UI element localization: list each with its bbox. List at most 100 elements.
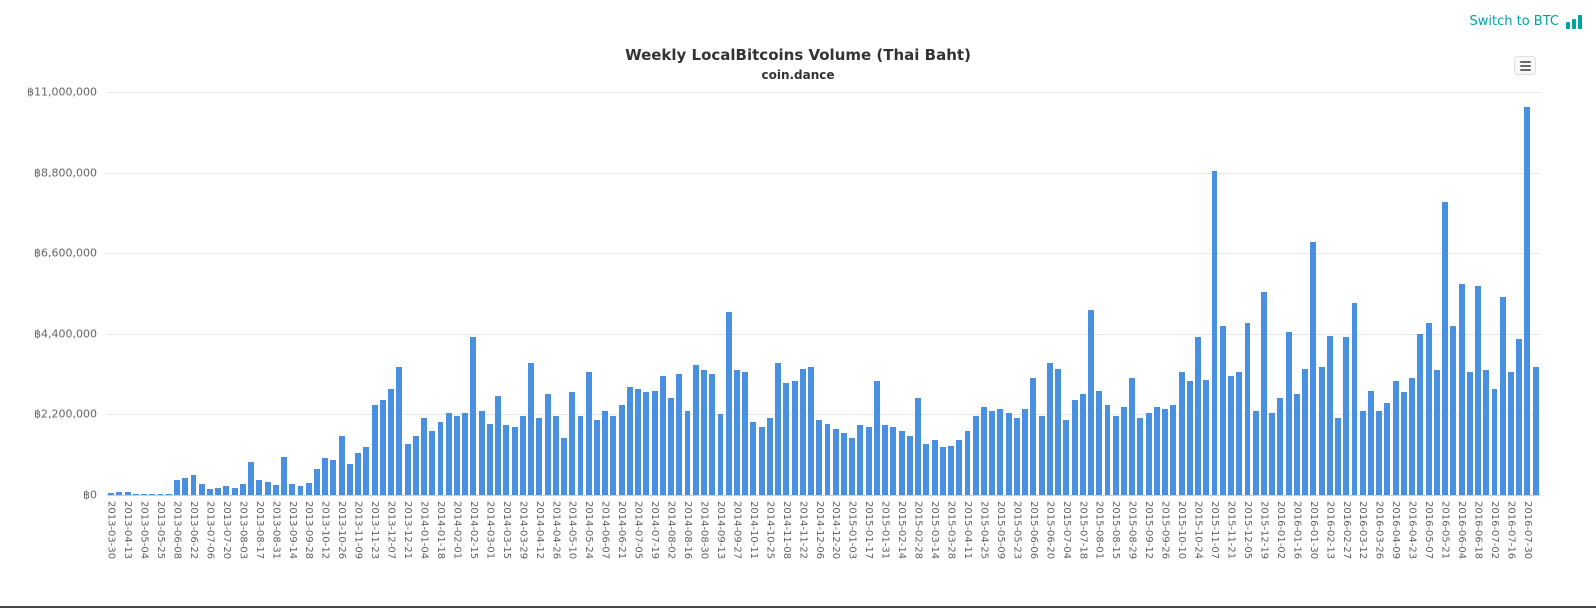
- volume-bar[interactable]: [190, 475, 197, 495]
- volume-bar[interactable]: [585, 372, 592, 495]
- volume-bar[interactable]: [470, 337, 477, 495]
- volume-bar[interactable]: [733, 370, 740, 495]
- volume-bar[interactable]: [701, 370, 707, 495]
- volume-bar[interactable]: [215, 488, 222, 495]
- volume-bar[interactable]: [1260, 291, 1267, 495]
- volume-bar[interactable]: [849, 438, 856, 495]
- switch-to-btc-link[interactable]: Switch to BTC: [1469, 14, 1559, 29]
- volume-bar[interactable]: [1351, 302, 1358, 495]
- volume-bar[interactable]: [1491, 388, 1498, 495]
- volume-bar[interactable]: [610, 416, 617, 495]
- volume-bar[interactable]: [1195, 337, 1202, 495]
- volume-bar[interactable]: [906, 436, 913, 495]
- volume-bar[interactable]: [1079, 394, 1086, 495]
- volume-bar[interactable]: [1335, 418, 1341, 495]
- volume-bar[interactable]: [1071, 399, 1078, 495]
- volume-bar[interactable]: [1508, 372, 1514, 495]
- volume-bar[interactable]: [972, 416, 979, 495]
- volume-bar[interactable]: [956, 440, 963, 495]
- volume-bar[interactable]: [1277, 397, 1284, 495]
- volume-bar[interactable]: [799, 368, 806, 495]
- volume-bar[interactable]: [412, 436, 419, 495]
- chart-context-menu-button[interactable]: [1514, 56, 1536, 75]
- volume-bar[interactable]: [322, 458, 329, 495]
- volume-bar[interactable]: [198, 484, 205, 495]
- volume-bar[interactable]: [421, 418, 427, 495]
- volume-bar[interactable]: [1302, 368, 1309, 495]
- volume-bar[interactable]: [1228, 375, 1234, 495]
- volume-bar[interactable]: [750, 421, 757, 495]
- volume-bar[interactable]: [997, 408, 1004, 495]
- volume-bar[interactable]: [684, 410, 691, 495]
- volume-bar[interactable]: [832, 429, 839, 495]
- volume-bar[interactable]: [1532, 366, 1539, 495]
- volume-bar[interactable]: [552, 416, 559, 495]
- volume-bar[interactable]: [1417, 333, 1424, 495]
- volume-bar[interactable]: [1376, 410, 1383, 495]
- volume-bar[interactable]: [1252, 410, 1259, 495]
- volume-bar[interactable]: [1055, 368, 1062, 495]
- volume-bar[interactable]: [1129, 377, 1136, 495]
- volume-bar[interactable]: [1088, 310, 1094, 495]
- volume-bar[interactable]: [766, 418, 773, 495]
- volume-bar[interactable]: [717, 414, 724, 495]
- volume-bar[interactable]: [1219, 326, 1226, 495]
- volume-bar[interactable]: [1293, 394, 1300, 495]
- volume-bar[interactable]: [264, 482, 271, 495]
- volume-bar[interactable]: [519, 416, 526, 495]
- volume-bar[interactable]: [1343, 337, 1350, 495]
- volume-bar[interactable]: [281, 456, 287, 495]
- volume-bar[interactable]: [1005, 412, 1012, 495]
- volume-bar[interactable]: [388, 388, 395, 495]
- volume-bar[interactable]: [495, 396, 502, 495]
- volume-bar[interactable]: [948, 445, 954, 495]
- volume-bar[interactable]: [289, 484, 296, 495]
- volume-bar[interactable]: [1236, 372, 1243, 495]
- volume-bar[interactable]: [783, 383, 790, 495]
- volume-bar[interactable]: [775, 363, 782, 495]
- volume-bar[interactable]: [1524, 106, 1531, 495]
- volume-bar[interactable]: [182, 477, 189, 495]
- volume-bar[interactable]: [841, 432, 847, 495]
- volume-bar[interactable]: [116, 491, 123, 495]
- volume-bar[interactable]: [1178, 372, 1185, 495]
- volume-bar[interactable]: [676, 374, 683, 495]
- volume-bar[interactable]: [1516, 339, 1523, 495]
- volume-bar[interactable]: [1013, 418, 1020, 495]
- volume-bar[interactable]: [643, 392, 650, 495]
- volume-bar[interactable]: [1384, 403, 1391, 495]
- volume-bar[interactable]: [602, 410, 609, 495]
- volume-bar[interactable]: [363, 447, 370, 495]
- volume-bar[interactable]: [890, 427, 897, 495]
- volume-bar[interactable]: [1244, 322, 1251, 495]
- volume-bar[interactable]: [989, 410, 996, 495]
- volume-bar[interactable]: [404, 443, 411, 495]
- volume-bar[interactable]: [668, 397, 675, 495]
- volume-bar[interactable]: [923, 443, 930, 495]
- volume-bar[interactable]: [206, 489, 213, 495]
- volume-bar[interactable]: [1063, 419, 1070, 495]
- volume-bar[interactable]: [355, 452, 362, 495]
- volume-bar[interactable]: [108, 492, 115, 495]
- volume-bar[interactable]: [478, 410, 485, 495]
- volume-bar[interactable]: [808, 366, 814, 495]
- volume-bar[interactable]: [462, 412, 469, 495]
- volume-bar[interactable]: [857, 425, 864, 495]
- volume-bar[interactable]: [149, 494, 156, 495]
- volume-bar[interactable]: [1038, 416, 1045, 495]
- volume-bar[interactable]: [1170, 405, 1177, 495]
- volume-bar[interactable]: [1186, 381, 1193, 495]
- volume-bar[interactable]: [396, 366, 403, 495]
- volume-bar[interactable]: [1442, 201, 1449, 495]
- volume-bar[interactable]: [157, 494, 164, 495]
- volume-bar[interactable]: [898, 430, 905, 495]
- volume-bar[interactable]: [865, 427, 872, 495]
- volume-bar[interactable]: [1022, 408, 1029, 495]
- volume-bar[interactable]: [1400, 392, 1407, 495]
- volume-bar[interactable]: [338, 436, 345, 495]
- volume-bar[interactable]: [577, 416, 584, 495]
- volume-bar[interactable]: [165, 493, 172, 495]
- volume-bar[interactable]: [1326, 335, 1333, 495]
- volume-bar[interactable]: [330, 460, 337, 495]
- volume-bar[interactable]: [1409, 377, 1416, 495]
